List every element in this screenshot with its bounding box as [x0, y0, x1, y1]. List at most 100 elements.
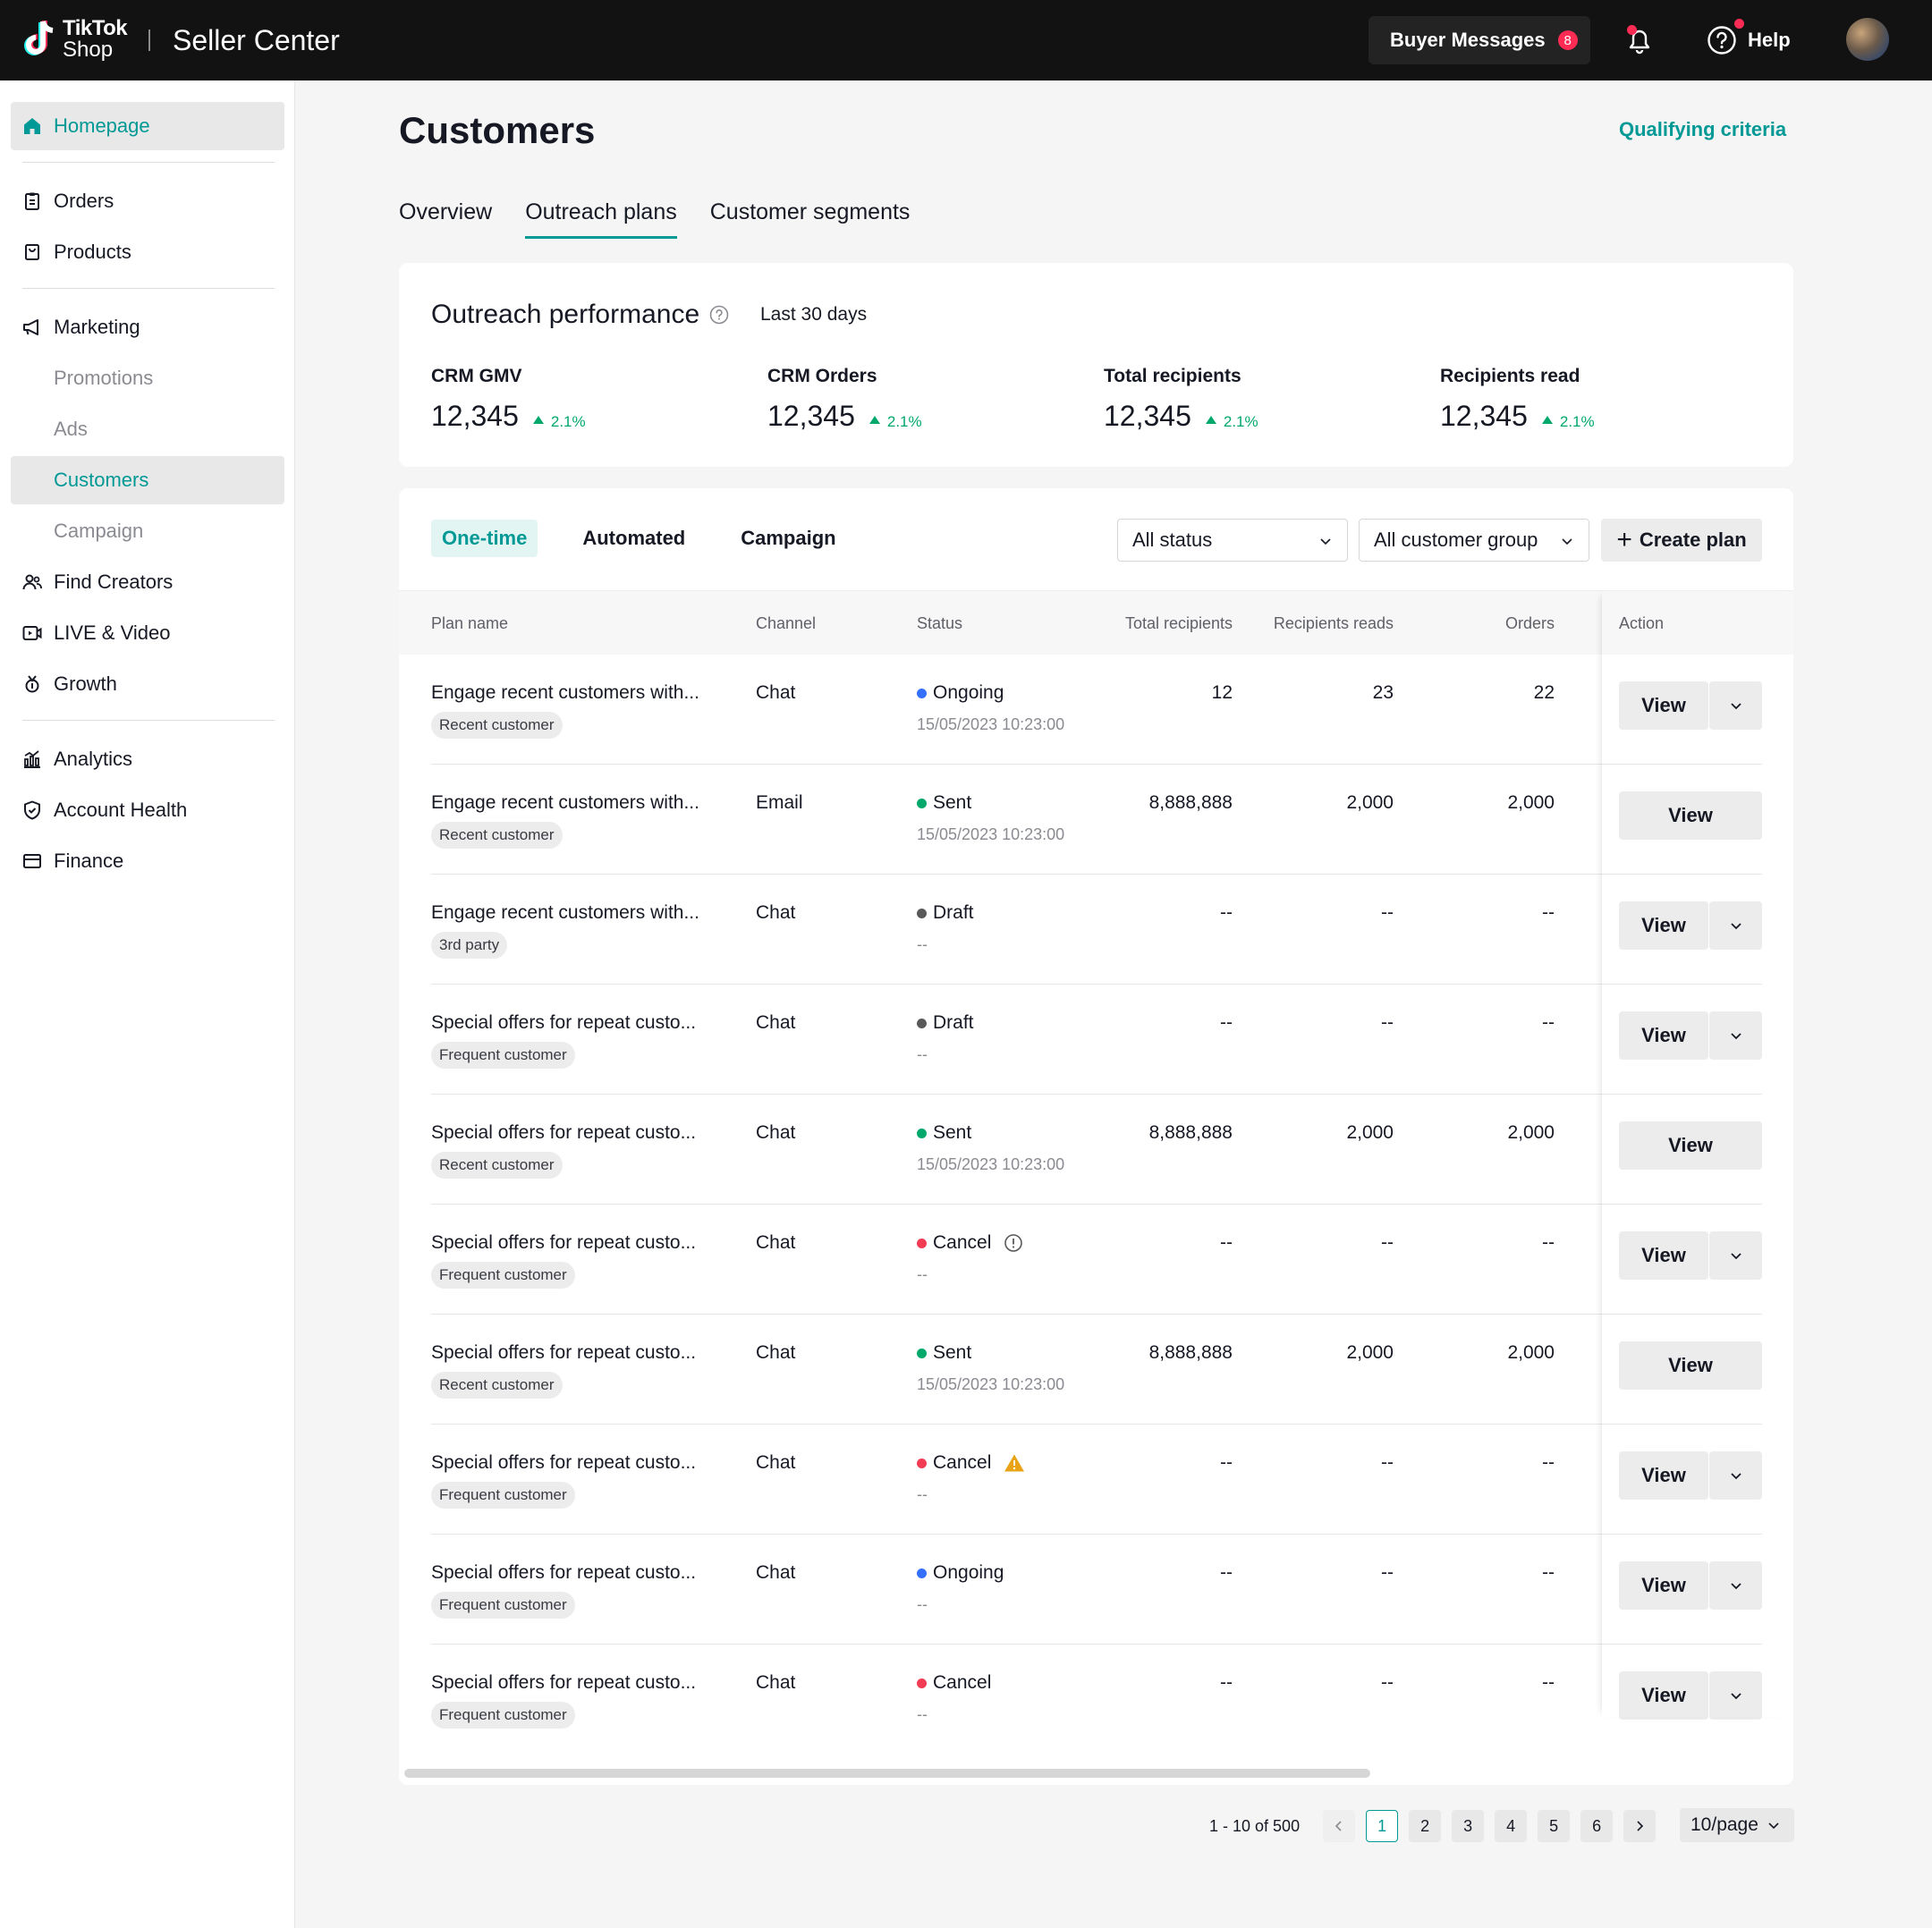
sidebar-item-promotions[interactable]: Promotions [11, 354, 284, 402]
more-actions-button[interactable] [1709, 1231, 1762, 1280]
tab-customer-segments[interactable]: Customer segments [709, 199, 911, 224]
page-button-5[interactable]: 5 [1538, 1810, 1571, 1842]
notifications-button[interactable] [1622, 22, 1657, 58]
table-row[interactable]: Special offers for repeat custo... Recent… [399, 1315, 1793, 1425]
help-button[interactable]: Help [1707, 19, 1791, 58]
horizontal-scrollbar[interactable] [404, 1769, 1370, 1778]
more-actions-button[interactable] [1709, 681, 1762, 730]
view-button[interactable]: View [1619, 1231, 1708, 1280]
view-button[interactable]: View [1619, 791, 1762, 840]
plan-name[interactable]: Special offers for repeat custo... [431, 1122, 697, 1143]
table-row[interactable]: Special offers for repeat custo... Freque… [399, 1535, 1793, 1645]
view-button[interactable]: View [1619, 1011, 1708, 1060]
plan-status: Ongoing [917, 681, 1004, 705]
page-button-1[interactable]: 1 [1366, 1810, 1399, 1842]
view-button[interactable]: View [1619, 681, 1708, 730]
view-button[interactable]: View [1619, 1561, 1708, 1610]
sidebar-item-ads[interactable]: Ads [11, 405, 284, 453]
wallet-icon [21, 850, 43, 872]
create-plan-button[interactable]: + Create plan [1601, 519, 1762, 562]
sidebar-item-campaign[interactable]: Campaign [11, 507, 284, 555]
status-time: 15/05/2023 10:23:00 [917, 825, 1065, 843]
recipients-reads-value: 2,000 [1346, 792, 1394, 813]
sidebar-item-find-creators[interactable]: Find Creators [11, 558, 284, 606]
sidebar-item-homepage[interactable]: Homepage [11, 102, 284, 150]
total-recipients-value: -- [1220, 1562, 1233, 1583]
plan-name[interactable]: Engage recent customers with... [431, 792, 699, 813]
sidebar-item-finance[interactable]: Finance [11, 837, 284, 885]
more-actions-button[interactable] [1709, 1561, 1762, 1610]
more-actions-button[interactable] [1709, 901, 1762, 950]
outreach-plans-card: One-time Automated Campaign All status A… [399, 488, 1793, 1785]
table-row[interactable]: Special offers for repeat custo... Freque… [399, 1645, 1793, 1755]
plan-channel: Chat [756, 1342, 796, 1363]
subtab-campaign[interactable]: Campaign [741, 527, 836, 549]
plan-name[interactable]: Special offers for repeat custo... [431, 1452, 697, 1473]
warning-icon[interactable] [1004, 1453, 1025, 1473]
next-page-button[interactable] [1623, 1810, 1657, 1842]
view-button[interactable]: View [1619, 1341, 1762, 1390]
question-icon[interactable] [708, 304, 730, 326]
plan-name[interactable]: Engage recent customers with... [431, 682, 699, 703]
row-divider [431, 1644, 1762, 1645]
view-button[interactable]: View [1619, 1671, 1708, 1720]
plan-name[interactable]: Special offers for repeat custo... [431, 1672, 697, 1693]
table-row[interactable]: Special offers for repeat custo... Freque… [399, 985, 1793, 1095]
customer-group-filter-select[interactable]: All customer group [1359, 519, 1589, 562]
view-button[interactable]: View [1619, 1121, 1762, 1170]
table-row[interactable]: Engage recent customers with... Recent cu… [399, 655, 1793, 765]
page-tabs: Overview Outreach plans Customer segment… [399, 197, 943, 239]
status-time: -- [917, 1485, 928, 1503]
prev-page-button[interactable] [1323, 1810, 1356, 1842]
plan-name[interactable]: Engage recent customers with... [431, 902, 699, 923]
pagination: 1 - 10 of 500 1 2 3 4 5 6 [1209, 1810, 1666, 1842]
table-row[interactable]: Special offers for repeat custo... Freque… [399, 1425, 1793, 1535]
page-size-select[interactable]: 10/page [1680, 1808, 1794, 1842]
customer-group-tag: Frequent customer [431, 1482, 575, 1509]
status-filter-select[interactable]: All status [1117, 519, 1348, 562]
orders-value: 2,000 [1507, 1342, 1555, 1363]
status-dot [917, 908, 927, 918]
plan-status: Cancel [917, 1231, 1023, 1255]
table-row[interactable]: Special offers for repeat custo... Freque… [399, 1205, 1793, 1315]
page-button-2[interactable]: 2 [1409, 1810, 1442, 1842]
buyer-messages-button[interactable]: Buyer Messages 8 [1368, 16, 1590, 64]
page-button-4[interactable]: 4 [1495, 1810, 1528, 1842]
sidebar-item-analytics[interactable]: Analytics [11, 735, 284, 783]
metric-label: CRM Orders [767, 366, 877, 386]
sidebar-item-account-health[interactable]: Account Health [11, 786, 284, 834]
plan-name[interactable]: Special offers for repeat custo... [431, 1232, 697, 1253]
more-actions-button[interactable] [1709, 1011, 1762, 1060]
sidebar-item-live-video[interactable]: LIVE & Video [11, 609, 284, 657]
qualifying-criteria-link[interactable]: Qualifying criteria [1619, 118, 1787, 140]
plan-name[interactable]: Special offers for repeat custo... [431, 1562, 697, 1583]
sidebar-item-products[interactable]: Products [11, 228, 284, 276]
chevron-down-icon [1730, 1473, 1741, 1480]
view-button[interactable]: View [1619, 1451, 1708, 1500]
tiktok-shop-logo[interactable]: TikTok Shop [21, 18, 128, 61]
sidebar-item-customers[interactable]: Customers [11, 456, 284, 504]
page-button-6[interactable]: 6 [1580, 1810, 1614, 1842]
status-label: Ongoing [933, 682, 1004, 703]
table-row[interactable]: Engage recent customers with... Recent cu… [399, 765, 1793, 875]
plan-name[interactable]: Special offers for repeat custo... [431, 1012, 697, 1033]
tab-overview[interactable]: Overview [399, 199, 493, 224]
table-row[interactable]: Special offers for repeat custo... Recent… [399, 1095, 1793, 1205]
page-button-3[interactable]: 3 [1452, 1810, 1485, 1842]
sidebar-item-growth[interactable]: Growth [11, 660, 284, 708]
more-actions-button[interactable] [1709, 1451, 1762, 1500]
more-actions-button[interactable] [1709, 1671, 1762, 1720]
table-row[interactable]: Engage recent customers with... 3rd party… [399, 875, 1793, 985]
metric-total-recipients: Total recipients 12,345 2.1% [1104, 365, 1258, 433]
subtab-automated[interactable]: Automated [582, 527, 686, 549]
subtab-one-time[interactable]: One-time [431, 520, 538, 557]
view-button[interactable]: View [1619, 901, 1708, 950]
tab-outreach-plans[interactable]: Outreach plans [525, 197, 677, 239]
metric-value: 12,345 [1104, 400, 1191, 432]
plan-name[interactable]: Special offers for repeat custo... [431, 1342, 697, 1363]
user-avatar[interactable] [1846, 18, 1889, 61]
sidebar-item-marketing[interactable]: Marketing [11, 303, 284, 351]
sidebar-item-orders[interactable]: Orders [11, 177, 284, 225]
info-icon[interactable] [1004, 1233, 1023, 1253]
status-label: Sent [933, 1122, 972, 1143]
